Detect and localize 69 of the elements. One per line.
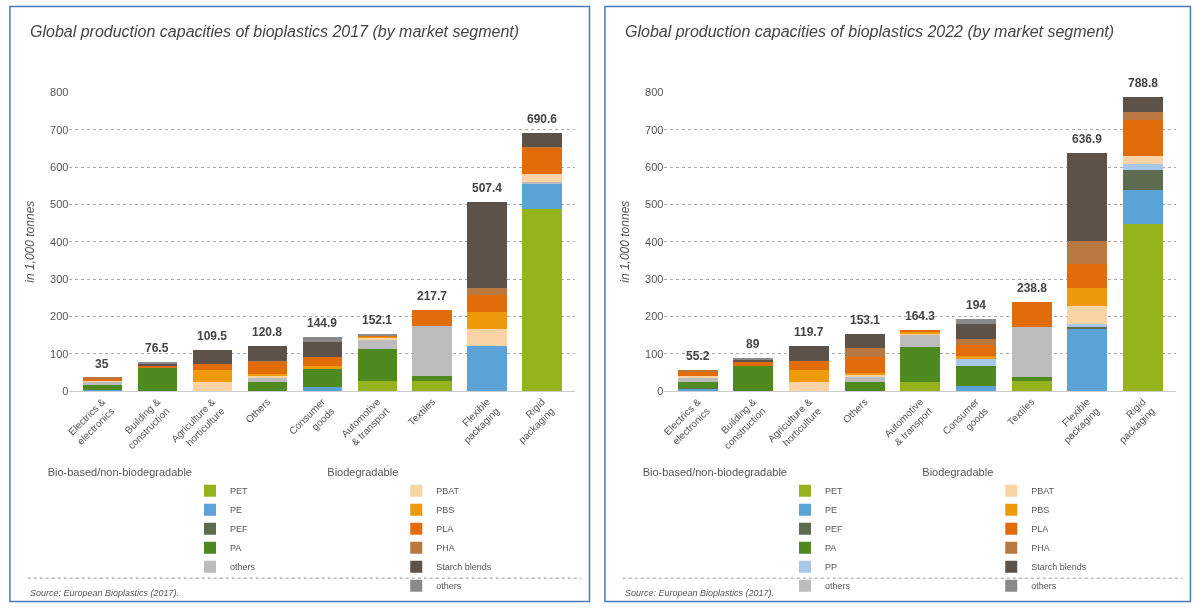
y-tick-label: 300	[645, 272, 664, 285]
legend-label: Starch blends	[1031, 562, 1087, 573]
text: Biodegradable	[922, 466, 994, 479]
legend-label: PP	[824, 562, 838, 573]
total-label: 690.6	[527, 112, 558, 126]
total-label: 507.4	[472, 181, 503, 195]
legend-label: Starch blends	[436, 562, 492, 573]
legend-label: PET	[824, 486, 843, 497]
total-label: 76.5	[145, 341, 169, 355]
total-label: 35	[95, 357, 109, 371]
text: Biodegradable	[327, 466, 399, 479]
source-note: Source: European Bioplastics (2017).	[30, 588, 180, 598]
source-note: Source: European Bioplastics (2017).	[625, 588, 775, 598]
y-tick-label: 400	[645, 235, 664, 248]
legend-label: PA	[229, 543, 242, 554]
y-tick-label: 300	[50, 272, 69, 285]
total-label: 144.9	[307, 316, 338, 330]
legend-label: PHA	[1031, 543, 1050, 554]
total-label: 164.3	[905, 309, 936, 323]
chart-title: Global production capacities of bioplastics 2017 (by market segment)	[30, 23, 520, 40]
legend-label: PE	[824, 505, 838, 516]
total-label: 217.7	[417, 289, 448, 303]
y-tick-label: 800	[645, 86, 664, 99]
total-label: 152.1	[362, 313, 393, 327]
y-tick-label: 100	[645, 347, 664, 360]
total-label: 120.8	[252, 325, 283, 339]
total-label: 109.5	[197, 329, 228, 343]
legend-label: others	[824, 581, 851, 592]
total-label: 119.7	[794, 325, 824, 339]
total-label: 153.1	[850, 313, 881, 327]
legend-label: PHA	[436, 543, 455, 554]
chart-title: Global production capacities of bioplastics 2022 (by market segment)	[625, 23, 1115, 40]
y-tick-label: 700	[50, 123, 69, 136]
legend-label: PBAT	[1031, 486, 1055, 497]
y-tick-label: 700	[645, 123, 664, 136]
total-label: 89	[746, 337, 760, 351]
y-axis-title: in 1,000 tonnes	[23, 200, 38, 283]
legend-label: PET	[229, 486, 248, 497]
y-tick-label: 0	[657, 384, 664, 397]
y-tick-label: 400	[50, 235, 69, 248]
legend-label: others	[1031, 581, 1057, 592]
legend-label: others	[229, 562, 256, 573]
y-tick-label: 500	[645, 198, 664, 211]
legend-label: PLA	[1031, 524, 1049, 535]
legend-label: PLA	[436, 524, 454, 535]
legend-label: PE	[229, 505, 243, 516]
y-tick-label: 200	[50, 310, 69, 323]
y-tick-label: 100	[50, 347, 69, 360]
y-tick-label: 0	[62, 384, 69, 397]
y-tick-label: 500	[50, 198, 69, 211]
total-label: 238.8	[1017, 281, 1048, 295]
y-axis-title: in 1,000 tonnes	[618, 200, 633, 283]
legend-label: PEF	[229, 524, 248, 535]
total-label: 788.8	[1128, 76, 1159, 90]
total-label: 636.9	[1072, 132, 1103, 146]
text: Bio-based/non-biodegradable	[642, 466, 787, 479]
total-label: 194	[966, 298, 987, 312]
y-tick-label: 800	[50, 86, 69, 99]
y-tick-label: 200	[645, 310, 664, 323]
legend-label: PBS	[1031, 505, 1050, 516]
legend-label: PEF	[824, 524, 843, 535]
y-tick-label: 600	[50, 160, 69, 173]
legend-label: PBS	[436, 505, 455, 516]
text: Bio-based/non-biodegradable	[47, 466, 192, 479]
legend-label: PA	[824, 543, 837, 554]
y-tick-label: 600	[645, 160, 664, 173]
legend-label: others	[436, 581, 462, 592]
legend-label: PBAT	[436, 486, 460, 497]
total-label: 55.2	[686, 349, 710, 363]
